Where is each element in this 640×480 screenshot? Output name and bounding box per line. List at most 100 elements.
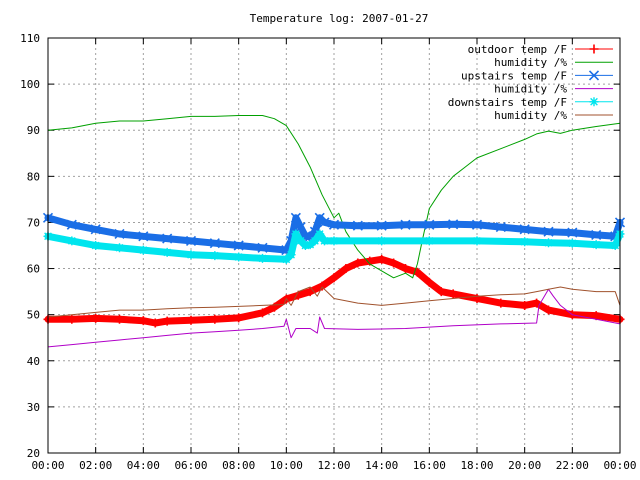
- data-point: [448, 219, 459, 230]
- data-point: [424, 219, 435, 230]
- data-point: [186, 250, 196, 260]
- data-point: [115, 243, 124, 253]
- y-tick-label: 40: [27, 355, 40, 368]
- x-tick-label: 04:00: [127, 459, 160, 472]
- data-point: [115, 314, 124, 324]
- y-tick-label: 30: [27, 401, 40, 414]
- data-point: [496, 298, 506, 308]
- data-point: [472, 236, 482, 246]
- data-point: [377, 254, 387, 264]
- y-tick-label: 80: [27, 170, 40, 183]
- data-point: [296, 236, 306, 246]
- x-tick-label: 10:00: [270, 459, 303, 472]
- data-point: [91, 313, 101, 323]
- data-point: [377, 236, 387, 246]
- data-point: [310, 236, 320, 246]
- data-point: [532, 298, 542, 308]
- data-point: [610, 241, 620, 250]
- data-point: [401, 264, 410, 274]
- legend-label: upstairs temp /F: [461, 69, 567, 82]
- data-point: [341, 264, 351, 274]
- legend-marker: [589, 97, 599, 107]
- data-point: [424, 236, 434, 246]
- data-point: [471, 219, 483, 230]
- x-tick-label: 12:00: [317, 459, 350, 472]
- data-point: [295, 221, 306, 233]
- data-point: [352, 220, 363, 231]
- data-point: [210, 314, 220, 324]
- y-tick-label: 60: [27, 263, 40, 276]
- y-tick-label: 20: [27, 447, 40, 460]
- data-point: [67, 314, 77, 324]
- axis-layer: 20 30 40 50 60 70 80 90 100 110 00:00 02:00 04:00 06:…: [20, 32, 636, 472]
- chart-title: Temperature log: 2007-01-27: [250, 12, 429, 25]
- data-point: [400, 219, 411, 230]
- data-point: [162, 247, 172, 257]
- data-point: [544, 305, 553, 315]
- data-point: [300, 241, 310, 250]
- x-tick-label: 02:00: [79, 459, 112, 472]
- data-point: [436, 287, 446, 297]
- data-point: [543, 226, 554, 237]
- series-line: [47, 288, 621, 348]
- data-point: [376, 220, 387, 231]
- data-point: [209, 238, 220, 249]
- data-point: [269, 302, 279, 312]
- data-point: [544, 238, 553, 248]
- x-tick-label: 16:00: [413, 459, 446, 472]
- data-point: [91, 241, 101, 250]
- data-point: [67, 236, 77, 246]
- data-point: [138, 245, 148, 255]
- y-tick-label: 110: [20, 32, 40, 45]
- data-point: [186, 315, 196, 325]
- data-point: [286, 250, 296, 260]
- x-tick-label: 14:00: [365, 459, 398, 472]
- data-point: [162, 316, 172, 326]
- data-point: [234, 252, 244, 262]
- legend-marker: [588, 70, 600, 81]
- data-point: [150, 318, 160, 328]
- series-line: [47, 286, 621, 318]
- data-point: [591, 229, 602, 240]
- data-point: [138, 231, 149, 242]
- data-point: [472, 294, 482, 304]
- legend-label: humidity /%: [494, 56, 567, 69]
- data-point: [389, 258, 399, 268]
- data-point: [210, 251, 220, 261]
- data-point: [185, 235, 197, 246]
- series-5: [47, 286, 621, 318]
- x-tick-label: 18:00: [460, 459, 493, 472]
- legend-label: humidity /%: [494, 83, 567, 96]
- data-point: [353, 258, 363, 268]
- legend-marker: [589, 44, 599, 54]
- x-tick-label: 06:00: [174, 459, 207, 472]
- data-point: [329, 236, 339, 246]
- legend-label: downstairs temp /F: [448, 96, 567, 109]
- x-tick-label: 22:00: [556, 459, 589, 472]
- series-1: [47, 115, 621, 279]
- data-point: [319, 217, 330, 228]
- data-point: [448, 289, 458, 299]
- data-point: [258, 253, 267, 263]
- y-tick-label: 70: [27, 216, 40, 229]
- data-point: [66, 219, 77, 230]
- data-point: [258, 308, 267, 318]
- data-point: [317, 281, 327, 291]
- plot-frame: [47, 37, 621, 454]
- x-tick-label: 20:00: [508, 459, 541, 472]
- data-point: [319, 236, 329, 246]
- data-point: [329, 273, 339, 283]
- data-point: [591, 240, 601, 250]
- data-point: [138, 316, 148, 326]
- data-point: [567, 238, 577, 248]
- x-tick-label: 00:00: [603, 459, 636, 472]
- data-point: [520, 237, 530, 247]
- data-point: [233, 240, 244, 251]
- series-4: [43, 229, 625, 264]
- data-point: [114, 228, 125, 240]
- data-point: [257, 242, 268, 253]
- data-point: [234, 313, 244, 323]
- data-point: [305, 240, 315, 250]
